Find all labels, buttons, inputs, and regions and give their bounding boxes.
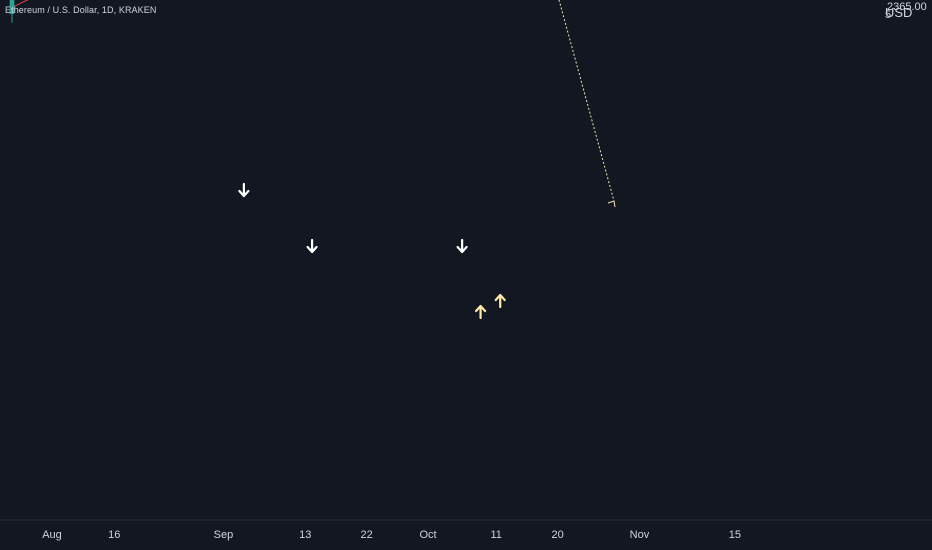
x-tick-label: Sep — [214, 529, 234, 541]
y-tick-label-partial: 5 — [885, 9, 891, 21]
down-arrow-icon — [456, 238, 468, 254]
x-tick-label: 16 — [108, 529, 120, 541]
x-tick-label: 20 — [551, 529, 563, 541]
down-arrow-icon — [306, 238, 318, 254]
projection-line — [558, 0, 615, 202]
chart-title: Ethereum / U.S. Dollar, 1D, KRAKEN — [5, 5, 157, 15]
x-tick-label: 11 — [491, 529, 502, 541]
x-tick-label: Nov — [630, 529, 650, 541]
projection-arrowhead — [607, 200, 616, 208]
x-tick-label: Oct — [419, 529, 436, 541]
candle-body — [9, 0, 15, 14]
up-arrow-icon — [474, 304, 487, 320]
candle[interactable] — [9, 0, 15, 23]
y-tick-label: 2365.00 — [887, 1, 927, 13]
x-tick-label: 13 — [299, 529, 311, 541]
down-arrow-icon — [238, 182, 250, 198]
x-tick-label: Aug — [42, 529, 62, 541]
up-arrow-icon — [494, 293, 506, 309]
x-tick-label: 15 — [729, 529, 741, 541]
x-tick-label: 22 — [361, 529, 373, 541]
currency-label[interactable]: USD — [885, 5, 913, 20]
